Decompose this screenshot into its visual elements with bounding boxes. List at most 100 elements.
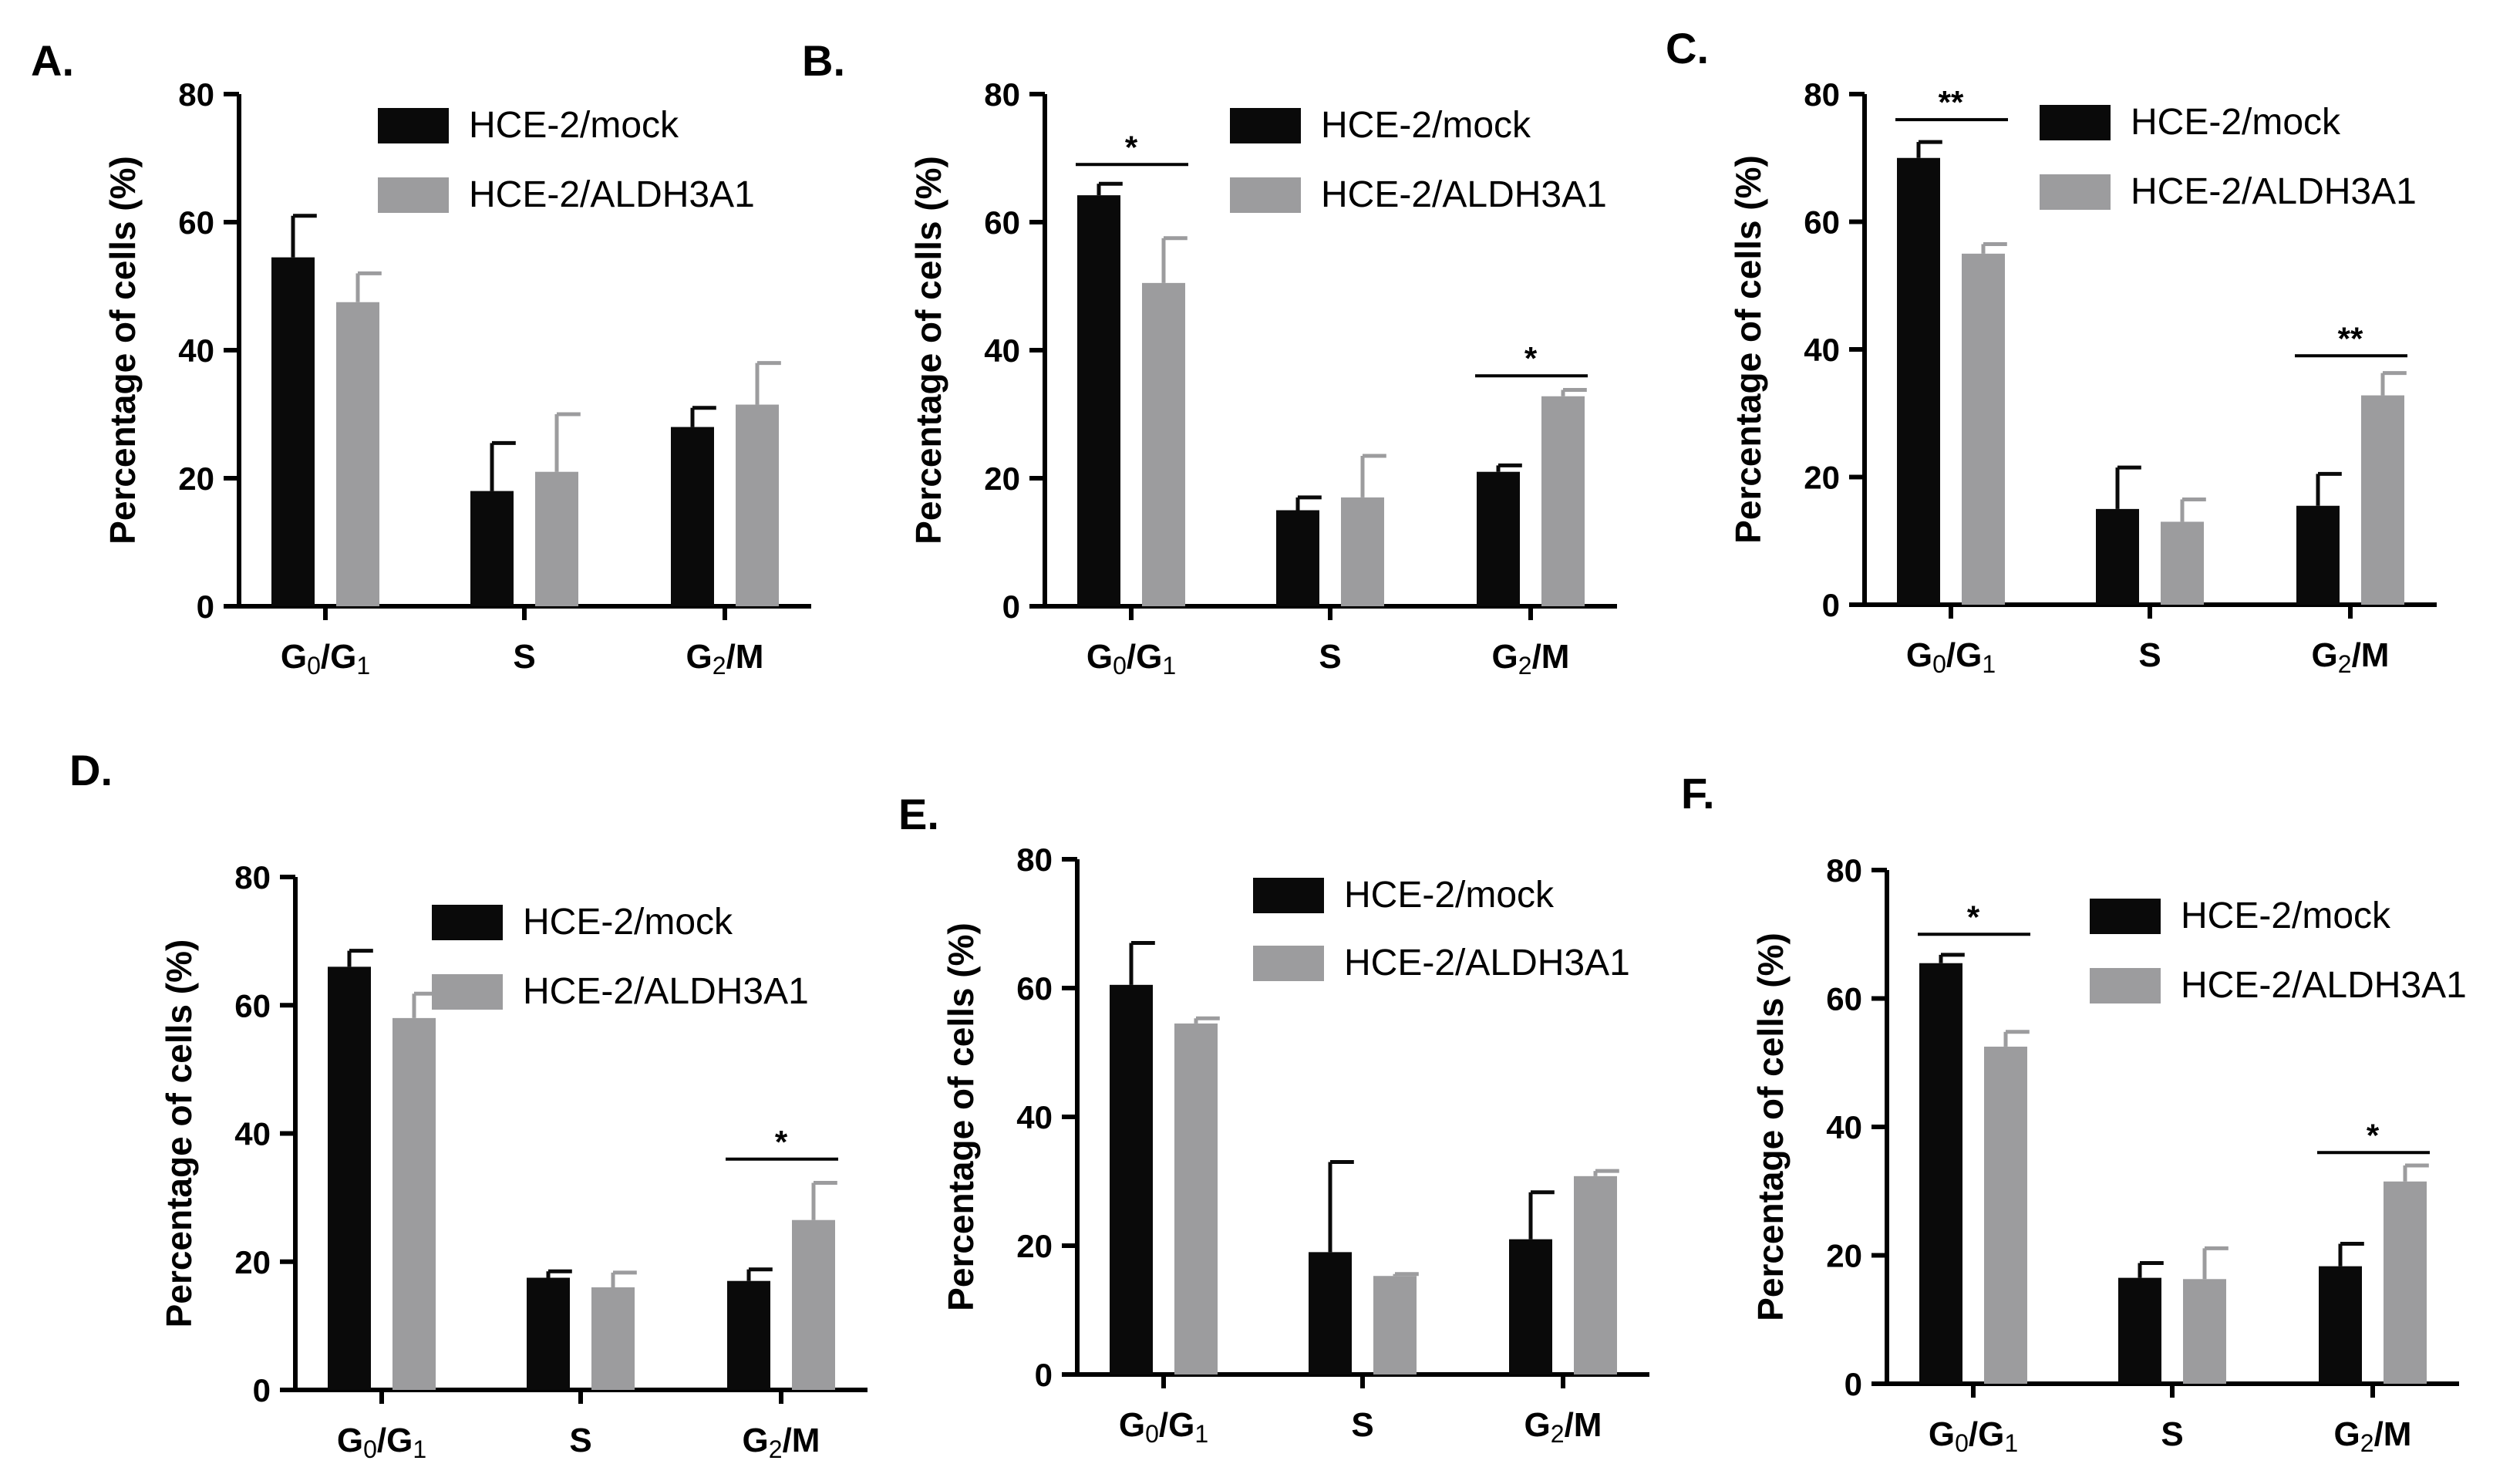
x-tick-label: G0/G1 xyxy=(1119,1406,1208,1448)
bar-aldh3a1 xyxy=(1174,1023,1218,1374)
legend-label-mock: HCE-2/mock xyxy=(2181,896,2391,936)
significance-label: * xyxy=(1524,340,1538,376)
y-tick-label: 40 xyxy=(1804,332,1840,368)
y-tick-label: 20 xyxy=(1826,1238,1862,1274)
y-tick-label: 60 xyxy=(1804,204,1840,241)
panel-label: F. xyxy=(1681,769,1715,818)
y-tick-label: 20 xyxy=(178,460,214,497)
bar-mock xyxy=(1477,471,1520,606)
y-axis-label: Percentage of cells (%) xyxy=(159,939,199,1328)
y-axis-label: Percentage of cells (%) xyxy=(103,156,143,545)
x-tick-label: G0/G1 xyxy=(1086,638,1176,680)
legend-swatch-aldh3a1 xyxy=(2040,174,2111,210)
y-tick-label: 60 xyxy=(234,987,271,1024)
bar-mock xyxy=(328,966,371,1390)
bar-aldh3a1 xyxy=(2161,521,2204,605)
x-tick-label: G2/M xyxy=(2334,1415,2412,1457)
legend-label-aldh3a1: HCE-2/ALDH3A1 xyxy=(2181,965,2467,1006)
bar-mock xyxy=(1897,157,1940,605)
bar-aldh3a1 xyxy=(1142,282,1185,606)
bar-aldh3a1 xyxy=(736,404,779,606)
y-axis-label: Percentage of cells (%) xyxy=(1750,933,1791,1321)
bar-aldh3a1 xyxy=(1962,253,2005,605)
bar-aldh3a1 xyxy=(535,471,578,606)
legend-label-aldh3a1: HCE-2/ALDH3A1 xyxy=(1344,943,1630,983)
y-tick-label: 40 xyxy=(234,1116,271,1152)
chart-panel-d: D. 0 20 40 60 80 Percentage of cells (%) G0/G1 S… xyxy=(69,746,868,1463)
bar-aldh3a1 xyxy=(2183,1279,2226,1384)
x-tick-label: S xyxy=(569,1422,591,1459)
y-axis-label: Percentage of cells (%) xyxy=(941,923,981,1311)
legend-swatch-mock xyxy=(378,108,449,143)
x-tick-label: S xyxy=(2138,636,2161,674)
y-axis-label: Percentage of cells (%) xyxy=(908,156,948,545)
x-tick-label: G2/M xyxy=(743,1422,820,1463)
chart-panel-b: B. 0 20 40 60 80 Percentage of cells (%) G0/G1 S… xyxy=(802,36,1617,680)
y-tick-label: 40 xyxy=(1826,1109,1862,1145)
y-tick-label: 20 xyxy=(1016,1228,1053,1264)
legend-label-mock: HCE-2/mock xyxy=(1321,105,1531,146)
legend-label-mock: HCE-2/mock xyxy=(523,902,733,943)
y-tick-label: 60 xyxy=(178,204,214,241)
chart-panel-a: A. 0 20 40 60 80 Percentage of cells (%) G0/G1 S… xyxy=(31,36,811,680)
legend-swatch-mock xyxy=(1253,878,1324,913)
legend-swatch-mock xyxy=(2090,899,2161,934)
bar-mock xyxy=(2096,508,2139,605)
bar-mock xyxy=(1309,1252,1352,1374)
legend-label-mock: HCE-2/mock xyxy=(469,105,679,146)
chart-panel-c: C. 0 20 40 60 80 Percentage of cells (%) G0/G1 S… xyxy=(1666,24,2437,678)
significance-label: * xyxy=(1125,129,1138,165)
significance-label: * xyxy=(1967,899,1980,935)
x-tick-label: G0/G1 xyxy=(281,638,370,680)
bar-mock xyxy=(1077,195,1120,606)
x-tick-label: G2/M xyxy=(1524,1406,1602,1448)
legend-swatch-aldh3a1 xyxy=(432,974,503,1010)
panel-label: A. xyxy=(31,36,74,85)
y-axis-label: Percentage of cells (%) xyxy=(1728,155,1768,544)
bar-mock xyxy=(2118,1277,2161,1384)
x-tick-label: S xyxy=(2161,1415,2183,1453)
bar-mock xyxy=(671,427,714,606)
panel-label: C. xyxy=(1666,24,1709,73)
y-tick-label: 20 xyxy=(234,1244,271,1280)
legend-label-aldh3a1: HCE-2/ALDH3A1 xyxy=(1321,174,1607,215)
legend-swatch-aldh3a1 xyxy=(1253,946,1324,981)
significance-label: * xyxy=(2367,1117,2380,1153)
y-tick-label: 60 xyxy=(984,204,1020,241)
bar-aldh3a1 xyxy=(2361,395,2404,605)
legend-label-aldh3a1: HCE-2/ALDH3A1 xyxy=(2131,171,2417,212)
x-tick-label: S xyxy=(1319,638,1341,676)
x-tick-label: G2/M xyxy=(1492,638,1570,680)
panel-label: D. xyxy=(69,746,113,794)
bar-mock xyxy=(2319,1266,2362,1384)
x-tick-label: G2/M xyxy=(686,638,764,680)
y-tick-label: 60 xyxy=(1016,970,1053,1007)
x-tick-label: S xyxy=(513,638,535,676)
panel-label: B. xyxy=(802,36,845,85)
y-tick-label: 40 xyxy=(984,332,1020,369)
y-tick-label: 80 xyxy=(1804,76,1840,113)
y-tick-label: 60 xyxy=(1826,981,1862,1017)
significance-label: * xyxy=(775,1124,788,1160)
bar-aldh3a1 xyxy=(1341,497,1384,606)
bar-aldh3a1 xyxy=(336,302,379,606)
bar-mock xyxy=(1276,510,1319,606)
y-tick-label: 0 xyxy=(1822,587,1840,623)
y-tick-label: 80 xyxy=(234,859,271,896)
legend-swatch-aldh3a1 xyxy=(1230,177,1301,213)
legend-label-aldh3a1: HCE-2/ALDH3A1 xyxy=(523,971,809,1012)
legend-label-aldh3a1: HCE-2/ALDH3A1 xyxy=(469,174,755,215)
bar-mock xyxy=(2296,505,2340,605)
y-tick-label: 0 xyxy=(1845,1366,1862,1402)
bar-mock xyxy=(271,257,315,606)
bar-mock xyxy=(527,1277,570,1390)
bar-aldh3a1 xyxy=(1541,396,1585,606)
significance-label: ** xyxy=(1939,84,1964,120)
y-tick-label: 80 xyxy=(178,76,214,113)
legend-label-mock: HCE-2/mock xyxy=(2131,102,2341,143)
y-tick-label: 40 xyxy=(1016,1099,1053,1135)
x-tick-label: S xyxy=(1351,1406,1373,1444)
bar-aldh3a1 xyxy=(792,1219,835,1390)
bar-mock xyxy=(1509,1239,1552,1374)
